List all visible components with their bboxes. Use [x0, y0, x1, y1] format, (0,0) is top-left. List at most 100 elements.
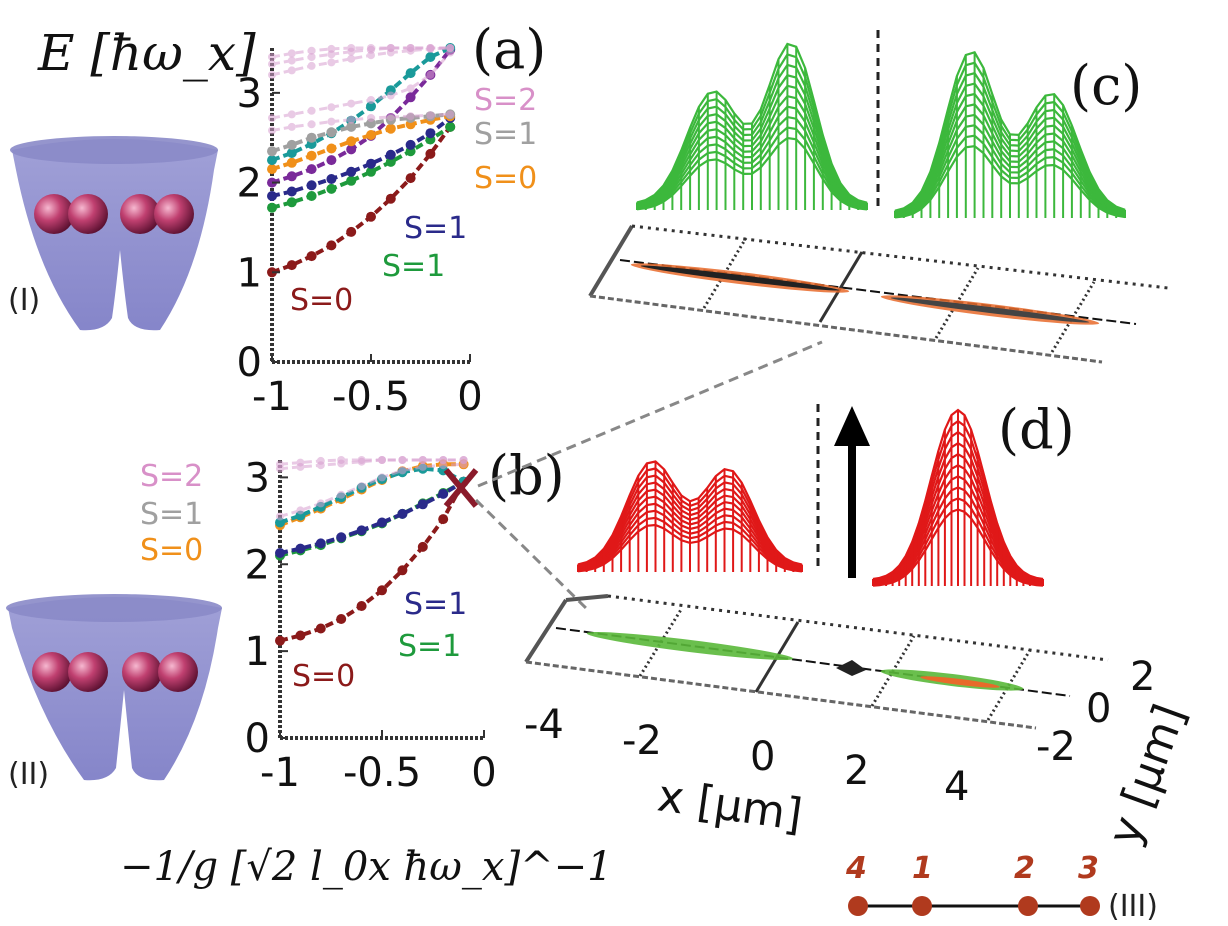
- a-point-7-0: [268, 126, 276, 135]
- d-xtick-0: -4: [524, 702, 564, 748]
- a-point-3-1: [286, 171, 297, 182]
- b-point-2-4: [356, 525, 367, 536]
- a-point-9-1: [287, 66, 296, 75]
- d-xtick-1: -2: [622, 718, 662, 764]
- b-point-7-6: [398, 456, 407, 464]
- a-series-line-6: [271, 112, 451, 154]
- a-point-8-1: [287, 110, 296, 119]
- d-xtick-4: 4: [944, 764, 969, 810]
- b-point-2-8: [438, 488, 449, 499]
- b-point-7-8: [439, 456, 448, 464]
- b-point-0-1: [295, 630, 306, 641]
- b-label-s1-gray: S=1: [140, 497, 203, 532]
- b-ytick-label-3: 3: [245, 455, 270, 501]
- b-point-2-3: [336, 532, 347, 543]
- a-point-1-4: [346, 175, 357, 186]
- b-point-2-7: [417, 499, 428, 510]
- b-xtick-label-0: -1: [260, 750, 300, 796]
- b-series-line-7: [279, 458, 464, 466]
- a-point-2-8: [425, 128, 436, 139]
- a-point-2-7: [405, 139, 416, 150]
- a-point-9-3: [327, 58, 336, 67]
- a-series-11: [268, 44, 455, 61]
- b-series-line-2: [279, 479, 465, 555]
- chain-node-2: [1018, 896, 1038, 916]
- chain-label-2: 2: [1014, 851, 1035, 886]
- a-ytick-label-0: 0: [237, 340, 262, 386]
- a-point-0-1: [286, 260, 297, 271]
- a-point-7-1: [287, 122, 296, 131]
- a-point-6-1: [286, 139, 297, 150]
- a-point-8-2: [307, 106, 316, 115]
- b-ytick-label-1: 1: [245, 629, 270, 675]
- a-point-10-1: [287, 56, 296, 65]
- panel-d-surfaces: [577, 408, 1044, 587]
- a-point-7-2: [307, 120, 316, 129]
- a-series-1: [267, 121, 456, 213]
- a-point-10-0: [268, 60, 276, 69]
- b-point-4-0: [275, 517, 285, 528]
- a-series-line-4: [271, 114, 451, 172]
- a-label-s1-green: S=1: [382, 249, 445, 284]
- b-point-7-9: [459, 456, 468, 464]
- a-point-0-4: [346, 226, 357, 237]
- b-point-0-5: [377, 585, 387, 596]
- a-point-4-6: [385, 123, 396, 134]
- a-ytick-label-2: 2: [237, 161, 262, 207]
- b-point-5-2: [316, 499, 325, 508]
- a-point-7-4: [347, 115, 356, 124]
- b-label-s0-red: S=0: [292, 659, 355, 694]
- a-ytick-label-3: 3: [237, 71, 262, 117]
- a-ytick-label-1: 1: [237, 250, 262, 296]
- chain-node-3: [1080, 896, 1100, 916]
- b-point-0-0: [275, 635, 285, 646]
- c-surface-right: [894, 50, 1126, 219]
- well-label-i: (I): [8, 283, 40, 318]
- b-label-s1-blue: S=1: [404, 587, 467, 622]
- b-series-5: [276, 460, 468, 521]
- a-xtick-label-2: 0: [457, 374, 482, 420]
- a-label-s1-gray: S=1: [474, 117, 537, 152]
- b-point-7-1: [296, 458, 305, 467]
- a-series-7: [268, 110, 455, 135]
- a-label-s0-red: S=0: [290, 283, 353, 318]
- a-point-6-4: [346, 121, 357, 132]
- a-point-8-5: [367, 96, 375, 104]
- a-point-4-4: [346, 136, 357, 147]
- b-series-0: [275, 476, 469, 646]
- zoom-guide-upper: [477, 340, 823, 488]
- a-point-11-7: [406, 44, 415, 52]
- a-series-line-7: [271, 112, 451, 132]
- d-xtick-3: 2: [844, 748, 869, 794]
- a-point-8-3: [327, 103, 336, 112]
- a-point-10-2: [307, 53, 316, 61]
- panel-a: E [ħω_x] (a) -1 -0.5 0 0 1 2 3 S=2 S=1 S=0 S=1…: [37, 18, 546, 420]
- a-point-1-5: [366, 166, 376, 177]
- a-point-11-2: [307, 46, 316, 55]
- b-point-0-2: [315, 623, 326, 634]
- a-point-11-3: [327, 44, 336, 53]
- b-ytick-label-0: 0: [245, 716, 270, 762]
- a-point-9-0: [268, 70, 276, 79]
- a-point-1-9: [445, 121, 456, 132]
- b-ytick-label-2: 2: [245, 542, 270, 588]
- a-point-11-0: [268, 53, 276, 61]
- panel-c-label: (c): [1070, 54, 1142, 117]
- a-xtick-label-1: -0.5: [332, 374, 410, 420]
- a-point-3-3: [326, 155, 337, 166]
- d-ytick-1: 0: [1086, 686, 1111, 732]
- b-point-2-2: [315, 538, 326, 549]
- b-series-7: [276, 456, 468, 469]
- a-point-4-5: [366, 130, 376, 140]
- b-point-5-4: [357, 482, 366, 491]
- a-point-1-1: [286, 197, 297, 208]
- b-point-7-3: [337, 456, 346, 464]
- a-point-7-3: [327, 117, 336, 126]
- panel-c-projection: [588, 224, 1169, 364]
- b-point-5-6: [398, 466, 407, 475]
- a-point-1-2: [306, 191, 317, 201]
- b-label-s0-orange: S=0: [140, 533, 203, 568]
- a-point-7-8: [426, 111, 435, 120]
- b-point-2-0: [275, 548, 285, 558]
- a-point-0-3: [326, 240, 337, 251]
